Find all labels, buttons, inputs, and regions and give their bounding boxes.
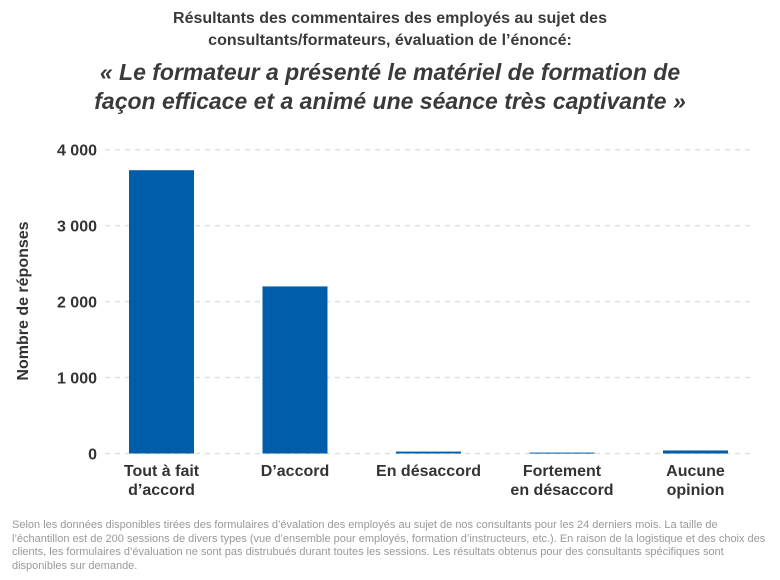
y-tick-label: 4 000 (57, 143, 97, 160)
chart-supertitle: Résultants des commentaires des employés… (0, 8, 780, 52)
supertitle-line: Résultants des commentaires des employés… (173, 10, 607, 27)
bar (129, 170, 194, 454)
y-tick-label: 3 000 (57, 219, 97, 236)
bar (529, 452, 595, 454)
title-line: « Le formateur a présenté le matériel de… (99, 59, 681, 85)
x-tick-label: Fortement (523, 463, 602, 480)
x-tick-label: opinion (667, 482, 725, 499)
y-tick-label: 1 000 (57, 371, 97, 388)
bar-chart: 0 1 000 2 000 3 000 4 000 Tout à fait d’accor… (15, 143, 755, 499)
bar (262, 286, 328, 454)
chart-title: « Le formateur a présenté le matériel de… (0, 58, 780, 116)
x-tick-label: Tout à fait (124, 463, 200, 480)
y-tick-label: 2 000 (57, 295, 97, 312)
x-tick-label: Aucune (666, 463, 725, 480)
title-line: façon efficace et a animé une séance trè… (94, 88, 686, 114)
y-axis-label: Nombre de réponses (15, 221, 32, 380)
x-tick-label: En désaccord (376, 463, 481, 480)
bar (396, 451, 461, 454)
y-tick-label: 0 (88, 447, 97, 464)
bar (663, 450, 728, 454)
x-tick-label: en désaccord (510, 482, 613, 499)
x-tick-label: D’accord (261, 463, 329, 480)
footnote: Selon les données disponibles tirées des… (12, 519, 766, 572)
supertitle-line: consultants/formateurs, évaluation de l’… (208, 32, 572, 49)
x-tick-label: d’accord (128, 482, 195, 499)
